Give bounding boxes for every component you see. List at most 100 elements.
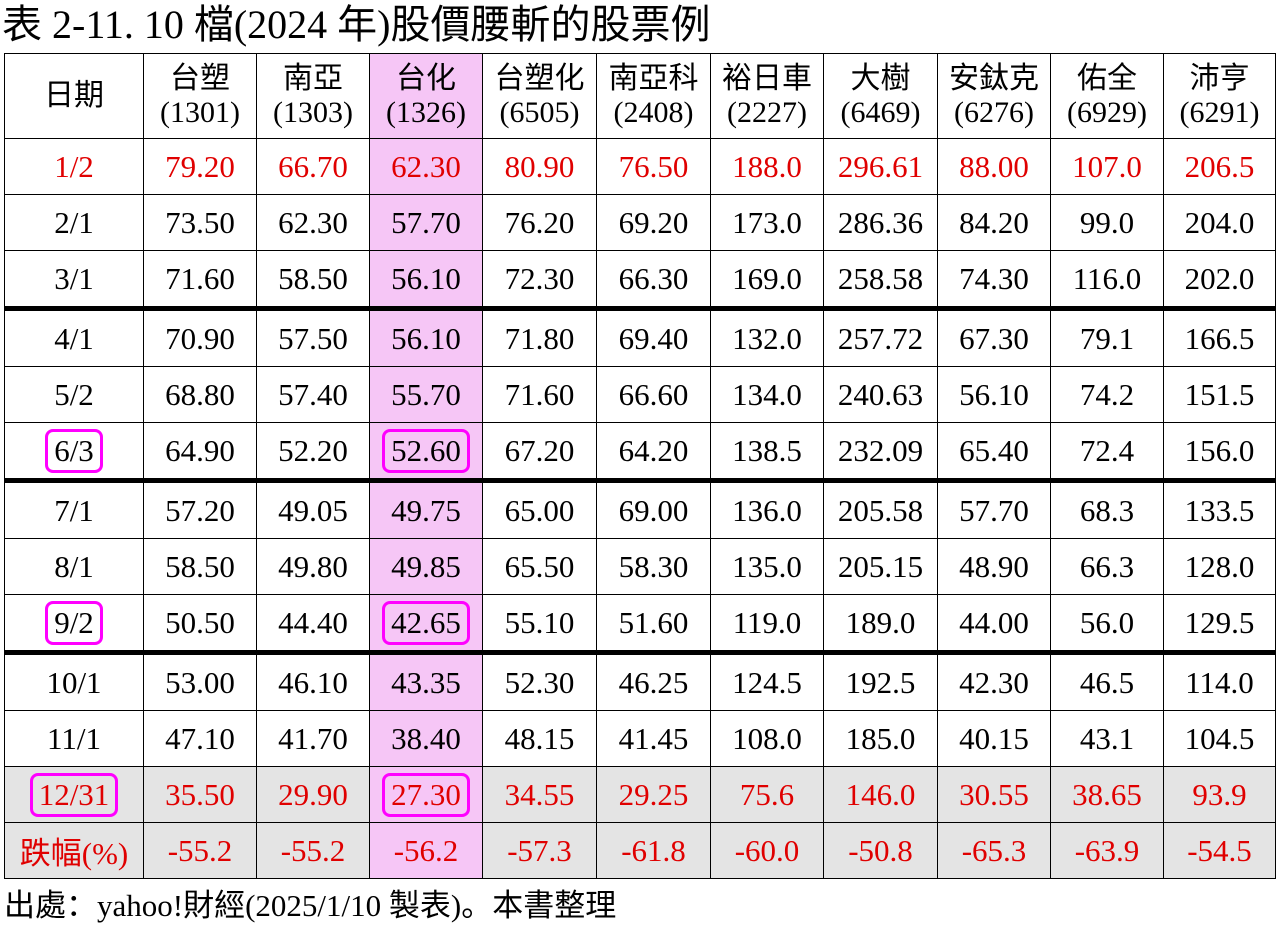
header-stock: 台塑化 (6505) — [482, 53, 597, 139]
stock-code: (6469) — [840, 96, 921, 129]
price-cell: 48.15 — [482, 710, 597, 767]
price-cell: 258.58 — [823, 250, 938, 309]
price-cell: 64.20 — [596, 422, 711, 481]
price-value: 67.20 — [504, 432, 575, 468]
date-label: 9/2 — [45, 600, 103, 645]
table-row: 8/1 58.50 49.80 49.85 65.50 58.30 135.0 205.15 4… — [4, 538, 1276, 595]
price-value: 56.10 — [391, 320, 461, 356]
price-value: 53.00 — [165, 664, 235, 700]
price-value: 48.15 — [504, 720, 575, 756]
header-stock: 台塑 (1301) — [143, 53, 257, 139]
price-cell: 88.00 — [937, 138, 1051, 195]
stock-code: (6929) — [1067, 96, 1147, 129]
price-cell: 65.50 — [482, 538, 597, 595]
price-cell: 46.5 — [1050, 650, 1164, 711]
price-value: 58.50 — [165, 548, 235, 584]
price-value: 129.5 — [1184, 604, 1255, 640]
price-cell: -63.9 — [1050, 822, 1164, 879]
date-cell: 11/1 — [4, 710, 144, 767]
header-stock: 佑全 (6929) — [1050, 53, 1164, 139]
date-cell: 跌幅(%) — [4, 822, 144, 879]
price-cell: 56.10 — [369, 250, 483, 309]
price-value: 79.20 — [165, 148, 235, 184]
price-value: -50.8 — [848, 832, 913, 868]
price-cell: 72.30 — [482, 250, 597, 309]
price-cell: 128.0 — [1163, 538, 1276, 595]
price-cell: 34.55 — [482, 766, 597, 823]
price-cell: -57.3 — [482, 822, 597, 879]
price-cell: 67.30 — [937, 306, 1051, 367]
price-cell: 173.0 — [710, 194, 824, 251]
table-row: 4/1 70.90 57.50 56.10 71.80 69.40 132.0 257.72 6… — [4, 306, 1276, 367]
price-cell: 30.55 — [937, 766, 1051, 823]
date-label: 3/1 — [54, 260, 94, 296]
stock-name: 台塑 — [170, 62, 230, 95]
price-value: 205.58 — [837, 492, 924, 528]
stock-code: (1326) — [386, 96, 466, 129]
header-stock: 南亞 (1303) — [256, 53, 370, 139]
price-cell: 107.0 — [1050, 138, 1164, 195]
price-cell: 240.63 — [823, 366, 938, 423]
price-cell: 42.30 — [937, 650, 1051, 711]
price-value: 76.20 — [504, 204, 575, 240]
price-value: 66.60 — [618, 376, 689, 412]
date-label: 2/1 — [54, 204, 94, 240]
price-cell: 56.10 — [369, 306, 483, 367]
price-cell: -55.2 — [143, 822, 257, 879]
price-cell: 146.0 — [823, 766, 938, 823]
price-cell: 133.5 — [1163, 478, 1276, 539]
price-value: 55.70 — [391, 376, 461, 412]
price-value: 80.90 — [504, 148, 575, 184]
price-cell: 74.2 — [1050, 366, 1164, 423]
date-label: 7/1 — [54, 492, 94, 528]
price-cell: 66.30 — [596, 250, 711, 309]
date-cell: 6/3 — [4, 422, 144, 481]
price-value: 258.58 — [837, 260, 924, 296]
table-row: 6/3 64.90 52.20 52.60 67.20 64.20 138.5 232.09 6… — [4, 422, 1276, 481]
date-label: 5/2 — [54, 376, 94, 412]
table-row: 7/1 57.20 49.05 49.75 65.00 69.00 136.0 205.58 5… — [4, 478, 1276, 539]
table-row: 10/1 53.00 46.10 43.35 52.30 46.25 124.5 192.5 4… — [4, 650, 1276, 711]
stock-code: (1301) — [160, 96, 240, 129]
price-cell: 41.45 — [596, 710, 711, 767]
price-cell: 49.75 — [369, 478, 483, 539]
price-value: 52.60 — [382, 428, 470, 473]
price-value: 205.15 — [837, 548, 924, 584]
price-value: 74.30 — [959, 260, 1029, 296]
price-cell: 119.0 — [710, 594, 824, 653]
price-cell: 132.0 — [710, 306, 824, 367]
price-value: -55.2 — [167, 832, 233, 868]
source-note: 出處：yahoo!財經(2025/1/10 製表)。本書整理 — [4, 888, 617, 923]
price-value: 42.65 — [382, 600, 470, 645]
price-value: 38.65 — [1072, 776, 1142, 812]
date-label: 4/1 — [54, 320, 94, 356]
price-value: 65.00 — [504, 492, 575, 528]
price-value: 29.90 — [278, 776, 348, 812]
price-cell: 57.20 — [143, 478, 257, 539]
price-cell: 58.50 — [143, 538, 257, 595]
price-cell: 71.80 — [482, 306, 597, 367]
date-cell: 1/2 — [4, 138, 144, 195]
price-cell: 76.50 — [596, 138, 711, 195]
price-value: 104.5 — [1184, 720, 1255, 756]
price-value: 296.61 — [837, 148, 924, 184]
price-cell: 62.30 — [256, 194, 370, 251]
price-cell: 75.6 — [710, 766, 824, 823]
price-value: 185.0 — [845, 720, 916, 756]
price-cell: 41.70 — [256, 710, 370, 767]
price-cell: 71.60 — [143, 250, 257, 309]
price-cell: 80.90 — [482, 138, 597, 195]
header-stock: 裕日車 (2227) — [710, 53, 824, 139]
stock-name: 南亞 — [283, 62, 343, 95]
table-row: 3/1 71.60 58.50 56.10 72.30 66.30 169.0 258.58 7… — [4, 250, 1276, 309]
price-cell: 46.25 — [596, 650, 711, 711]
price-cell: 55.10 — [482, 594, 597, 653]
price-cell: 55.70 — [369, 366, 483, 423]
price-value: 40.15 — [959, 720, 1029, 756]
price-cell: 66.60 — [596, 366, 711, 423]
price-value: 49.75 — [391, 492, 461, 528]
price-cell: 44.40 — [256, 594, 370, 653]
header-stock: 安鈦克 (6276) — [937, 53, 1051, 139]
price-cell: 135.0 — [710, 538, 824, 595]
price-value: 46.5 — [1079, 664, 1135, 700]
